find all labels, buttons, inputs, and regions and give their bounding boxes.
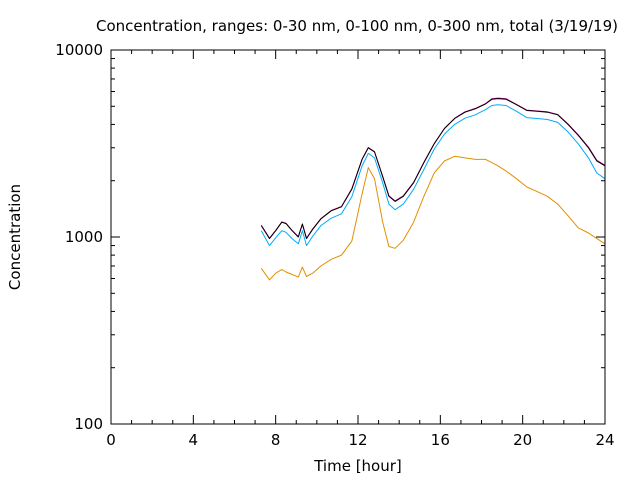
x-tick-label: 24 xyxy=(595,431,614,449)
series-line-3 xyxy=(260,155,606,281)
y-tick-label: 100 xyxy=(74,415,103,433)
x-tick-label: 16 xyxy=(431,431,450,449)
x-tick-label: 8 xyxy=(271,431,281,449)
series-line-0 xyxy=(260,98,606,240)
x-tick-label: 4 xyxy=(189,431,199,449)
series-line-2 xyxy=(260,104,606,247)
series-layer xyxy=(260,97,606,281)
y-tick-label: 1000 xyxy=(65,228,103,246)
x-tick-label: 12 xyxy=(348,431,367,449)
x-tick-label: 0 xyxy=(106,431,116,449)
plot-frame xyxy=(110,49,606,425)
y-axis-label: Concentration xyxy=(6,184,24,290)
x-tick-label: 20 xyxy=(513,431,532,449)
ticks-layer: 0 4 8 12 16 20 24 100 1000 10000 xyxy=(55,41,614,449)
y-tick-label: 10000 xyxy=(55,41,103,59)
series-line-1 xyxy=(260,97,606,239)
x-axis-label: Time [hour] xyxy=(313,457,402,475)
chart-title: Concentration, ranges: 0-30 nm, 0-100 nm… xyxy=(96,17,618,35)
